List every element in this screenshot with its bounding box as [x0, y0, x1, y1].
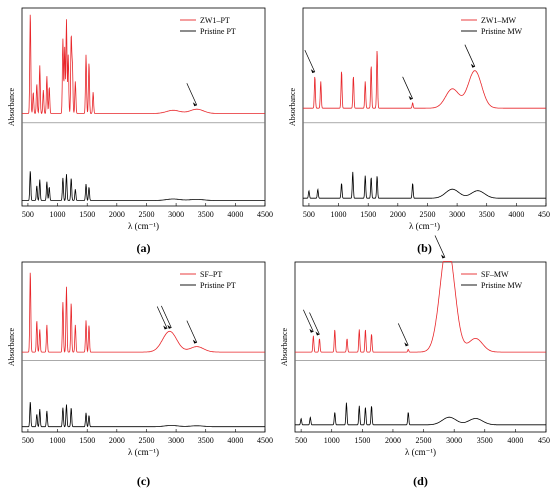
annotation-arrow — [186, 320, 198, 343]
x-tick-label: 4500 — [538, 436, 550, 445]
x-tick-label: 4500 — [257, 436, 273, 445]
y-axis-label: Absorbance — [7, 327, 16, 366]
annotation-arrowhead — [310, 69, 315, 74]
x-tick-label: 500 — [22, 210, 34, 219]
legend-entry: SF–MW — [481, 270, 509, 279]
x-tick-label: 3500 — [477, 436, 493, 445]
x-tick-label: 2500 — [416, 436, 432, 445]
x-tick-label: 4500 — [257, 210, 273, 219]
x-axis-label: λ (cm⁻¹) — [128, 221, 159, 231]
y-axis-label: Absorbance — [280, 327, 289, 366]
panel-a: 500 1000 1500 2000 2500 3000 3500 4000 4500 Absor… — [7, 7, 273, 255]
x-tick-label: 3500 — [198, 210, 214, 219]
legend-entry: Pristine MW — [481, 281, 523, 290]
annotation-arrowhead — [192, 102, 197, 107]
panel-label: (d) — [413, 474, 428, 488]
x-axis-label: λ (cm⁻¹) — [409, 221, 440, 231]
x-axis-label: λ (cm⁻¹) — [405, 447, 436, 457]
panel-c: 500 1000 1500 2000 2500 3000 3500 4000 4500 Absor… — [7, 261, 273, 488]
annotation-arrow — [186, 83, 198, 106]
annotation-arrow — [464, 44, 476, 67]
annotation-arrow — [434, 235, 446, 258]
x-tick-label: 4500 — [538, 210, 550, 219]
spectrum-line-pristine — [22, 402, 265, 428]
x-tick-label: 2000 — [109, 436, 125, 445]
annotation-arrow — [309, 312, 320, 335]
annotation-arrowhead — [315, 331, 320, 336]
x-tick-label: 1000 — [50, 210, 66, 219]
x-tick-label: 3500 — [198, 436, 214, 445]
x-tick-label: 3000 — [449, 210, 465, 219]
annotation-arrow — [397, 323, 409, 346]
x-tick-label: 1000 — [50, 436, 66, 445]
spectrum-line-modified — [22, 14, 265, 115]
x-tick-label: 4000 — [508, 210, 524, 219]
panel-label: (a) — [137, 241, 151, 255]
legend-entry: ZW1–PT — [200, 16, 230, 25]
x-tick-label: 500 — [303, 210, 315, 219]
annotation-arrowhead — [167, 324, 172, 329]
x-tick-label: 2500 — [419, 210, 435, 219]
x-tick-label: 2000 — [385, 436, 401, 445]
annotation-arrowhead — [408, 95, 413, 100]
panel-b: 500 1000 1500 2000 2500 3000 3500 4000 4500 Absor… — [288, 7, 550, 255]
panel-label: (c) — [137, 474, 150, 488]
annotation-arrow — [304, 49, 316, 73]
annotation-arrowhead — [470, 63, 475, 68]
plot-frame — [21, 7, 266, 207]
x-tick-label: 3000 — [168, 436, 184, 445]
y-axis-label: Absorbance — [288, 87, 297, 126]
x-tick-label: 1500 — [79, 210, 95, 219]
annotation-arrowhead — [404, 342, 409, 347]
spectrum-line-modified — [303, 50, 546, 109]
x-tick-label: 500 — [22, 436, 34, 445]
annotation-arrowhead — [309, 328, 314, 333]
annotation-arrow — [303, 309, 314, 332]
x-tick-label: 1000 — [331, 210, 347, 219]
plot-frame — [294, 261, 547, 433]
panel-label: (b) — [417, 241, 432, 255]
legend-entry: SF–PT — [200, 270, 222, 279]
annotation-arrowhead — [192, 339, 197, 344]
annotation-arrow — [402, 76, 413, 99]
plot-frame — [21, 261, 266, 433]
x-tick-label: 1500 — [360, 210, 376, 219]
x-tick-label: 2000 — [109, 210, 125, 219]
x-tick-label: 1000 — [324, 436, 340, 445]
x-tick-label: 2500 — [138, 210, 154, 219]
annotation-arrow — [161, 305, 172, 329]
legend-entry: Pristine MW — [481, 27, 523, 36]
spectrum-line-pristine — [295, 402, 546, 426]
x-tick-label: 4000 — [507, 436, 523, 445]
x-tick-label: 3000 — [446, 436, 462, 445]
x-tick-label: 2000 — [390, 210, 406, 219]
x-tick-label: 1500 — [354, 436, 370, 445]
x-tick-label: 4000 — [227, 210, 243, 219]
spectrum-line-pristine — [303, 171, 546, 199]
x-tick-label: 4000 — [227, 436, 243, 445]
panel-d: 500 1000 1500 2000 2500 3000 3500 4000 4500 Absor… — [280, 235, 550, 488]
spectrum-line-pristine — [22, 171, 265, 202]
plot-frame — [302, 7, 547, 207]
annotation-arrow — [156, 306, 168, 329]
x-tick-label: 1500 — [79, 436, 95, 445]
x-tick-label: 3500 — [479, 210, 495, 219]
x-tick-label: 3000 — [168, 210, 184, 219]
spectrum-line-modified — [22, 272, 265, 353]
x-tick-label: 2500 — [138, 436, 154, 445]
annotation-arrowhead — [440, 254, 445, 259]
legend-entry: ZW1–MW — [481, 16, 517, 25]
annotation-arrowhead — [163, 325, 168, 330]
legend-entry: Pristine PT — [200, 281, 236, 290]
spectrum-line-modified — [295, 261, 546, 353]
x-tick-label: 500 — [295, 436, 307, 445]
legend-entry: Pristine PT — [200, 27, 236, 36]
x-axis-label: λ (cm⁻¹) — [128, 447, 159, 457]
y-axis-label: Absorbance — [7, 87, 16, 126]
